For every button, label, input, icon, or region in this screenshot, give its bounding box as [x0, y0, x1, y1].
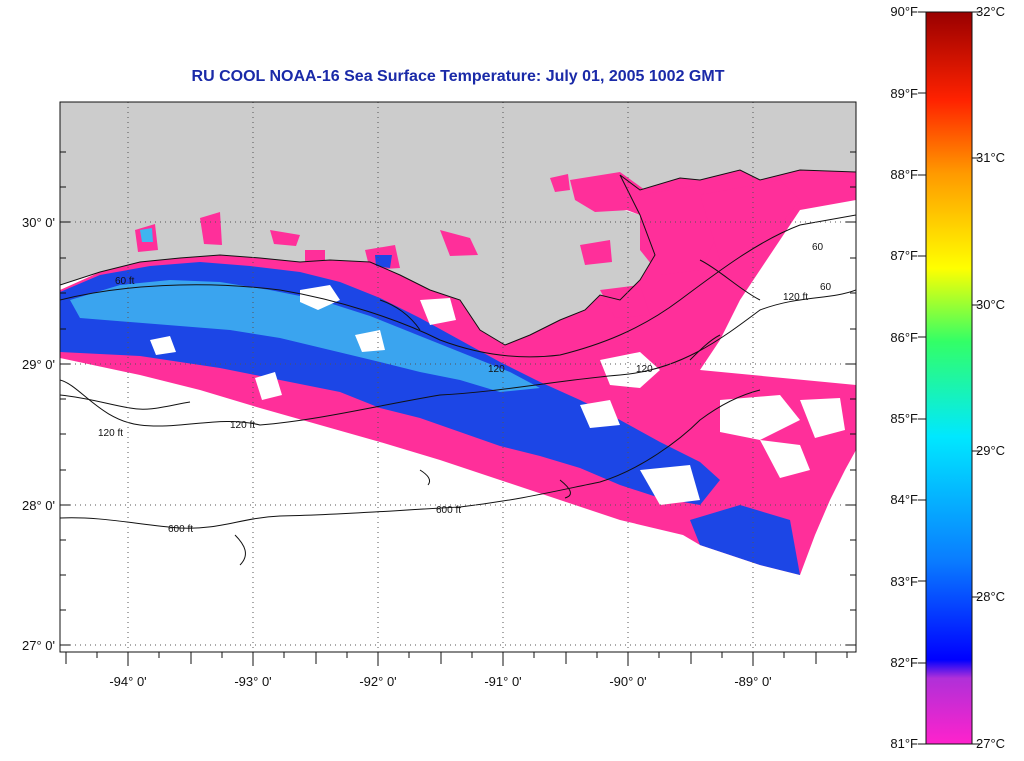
lon-tick-label: -90° 0' [609, 674, 646, 689]
contour-label: 600 ft [168, 524, 193, 535]
colorbar-f-label: 85°F [890, 411, 918, 426]
contour-label: 60 [820, 282, 832, 293]
map-title: RU COOL NOAA-16 Sea Surface Temperature:… [191, 68, 725, 85]
map-border [59, 101, 857, 653]
lat-tick-label: 27° 0' [22, 638, 55, 653]
land-mass [60, 102, 856, 345]
colorbar-f-label: 88°F [890, 167, 918, 182]
contour-120ft [60, 289, 856, 427]
colorbar-f-label: 81°F [890, 736, 918, 751]
colorbar-f-label: 82°F [890, 655, 918, 670]
colorbar-c-label: 27°C [976, 736, 1006, 751]
contour-label: 120 ft [98, 428, 123, 439]
contour-600ft [60, 389, 761, 529]
contour-label: 120 [636, 364, 653, 375]
lon-tick-label: -94° 0' [109, 674, 146, 689]
graticule [60, 102, 856, 652]
colorbar-c-label: 31°C [976, 150, 1006, 165]
colorbar-f-label: 87°F [890, 248, 918, 263]
colorbar [918, 11, 980, 745]
inland-water-patches [135, 172, 800, 318]
contour-60ft [60, 214, 856, 358]
colorbar-f-label: 90°F [890, 4, 918, 19]
map-area: 60 ft 120 ft 120 ft 600 ft 600 ft 120 12… [60, 102, 856, 652]
contour-label: 600 ft [436, 505, 461, 516]
colorbar-c-label: 28°C [976, 589, 1006, 604]
colorbar-f-label: 86°F [890, 330, 918, 345]
colorbar-c-label: 29°C [976, 443, 1006, 458]
contour-label: 60 ft [115, 276, 135, 287]
lat-tick-label: 30° 0' [22, 215, 55, 230]
colorbar-f-label: 89°F [890, 86, 918, 101]
colorbar-c-label: 30°C [976, 297, 1006, 312]
colorbar-f-label: 84°F [890, 492, 918, 507]
axis-ticks [60, 151, 856, 666]
lon-tick-label: -89° 0' [734, 674, 771, 689]
contour-label: 120 ft [230, 420, 255, 431]
no-data-patches [150, 285, 845, 505]
colorbar-gradient [925, 11, 973, 745]
colorbar-f-label: 83°F [890, 574, 918, 589]
colorbar-ticks [918, 11, 980, 745]
contour-label: 120 [488, 364, 505, 375]
lon-tick-label: -91° 0' [484, 674, 521, 689]
lon-tick-label: -92° 0' [359, 674, 396, 689]
lon-tick-label: -93° 0' [234, 674, 271, 689]
sst-warm-patch-east [690, 505, 800, 575]
sst-swath-warm-cyan [70, 280, 540, 392]
lat-tick-label: 28° 0' [22, 498, 55, 513]
contour-label: 60 [812, 242, 824, 253]
contour-label: 120 ft [783, 292, 808, 303]
lat-tick-label: 29° 0' [22, 357, 55, 372]
contour-labels: 60 ft 120 ft 120 ft 600 ft 600 ft 120 12… [98, 242, 832, 535]
colorbar-c-label: 32°C [976, 4, 1006, 19]
